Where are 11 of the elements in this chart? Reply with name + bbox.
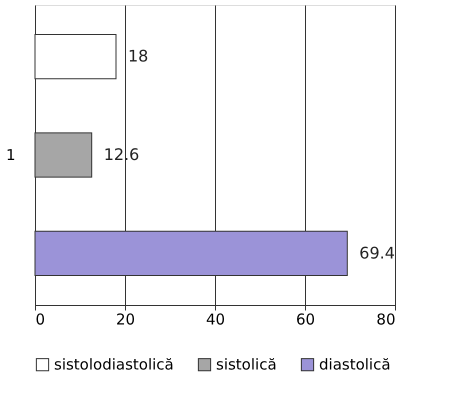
legend-label: sistolodiastolică (54, 356, 174, 374)
legend-label: sistolică (216, 356, 277, 374)
data-label: 18 (128, 46, 148, 66)
x-tick-label: 40 (206, 310, 226, 328)
y-tick-label: 1 (6, 146, 16, 164)
x-tick-label: 20 (116, 310, 136, 328)
x-tick-label: 80 (376, 310, 396, 328)
data-label: 69.4 (359, 243, 395, 262)
x-tick-label: 0 (36, 310, 46, 328)
legend-label: diastolică (319, 356, 391, 374)
x-tick-label: 60 (296, 310, 316, 328)
